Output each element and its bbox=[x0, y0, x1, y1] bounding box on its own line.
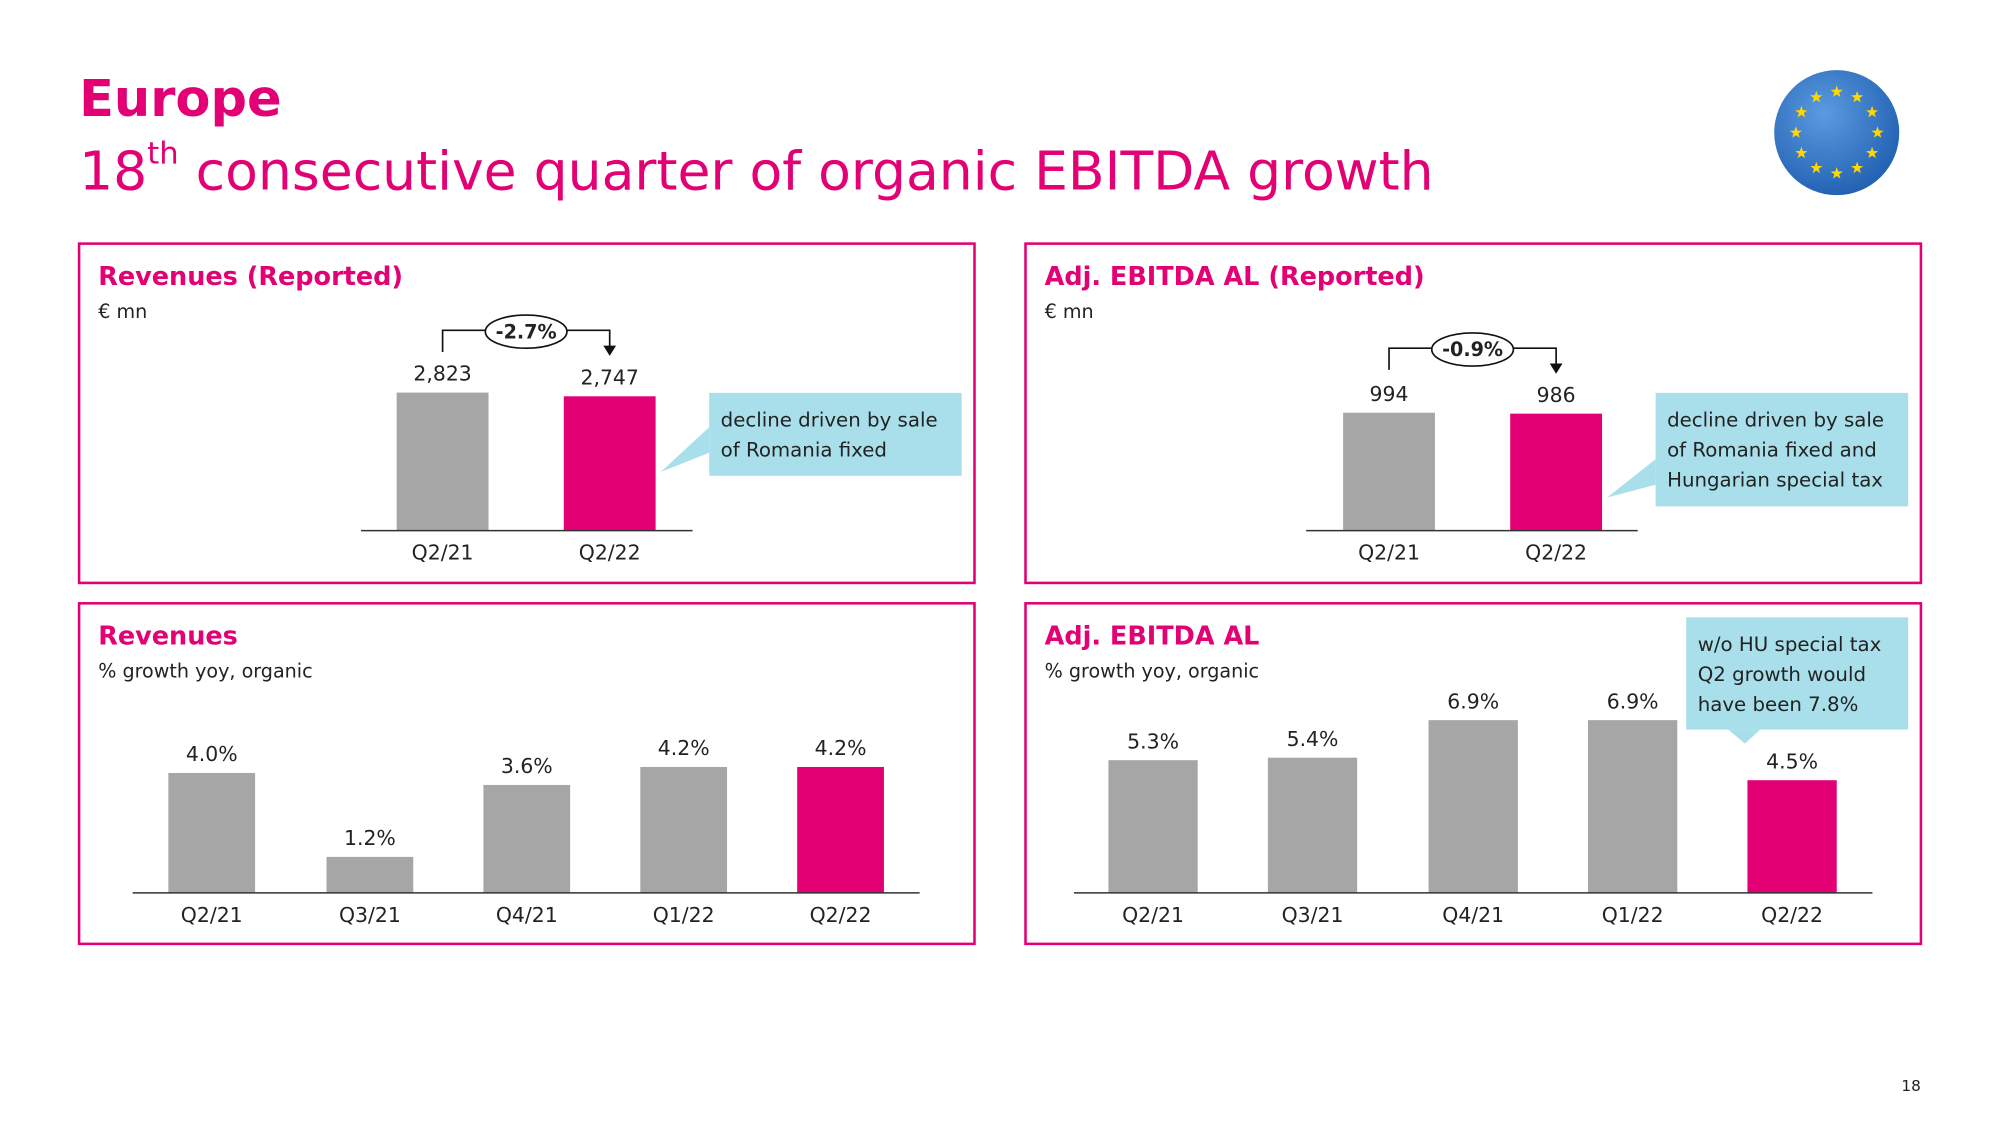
value-label: 5.3% bbox=[1127, 729, 1179, 753]
flag-star bbox=[1810, 90, 1823, 103]
value-label: 4.2% bbox=[658, 736, 710, 760]
value-label: 6.9% bbox=[1607, 689, 1659, 713]
change-arrow bbox=[603, 345, 617, 356]
bar bbox=[396, 392, 489, 531]
bar bbox=[168, 772, 256, 893]
eu-flag bbox=[1774, 70, 1900, 196]
x-tick-label: Q2/21 bbox=[412, 541, 474, 565]
x-tick-label: Q2/22 bbox=[1525, 541, 1587, 565]
flag-star bbox=[1830, 167, 1843, 179]
value-label: 986 bbox=[1537, 383, 1576, 407]
bar bbox=[640, 766, 728, 893]
x-tick-label: Q3/21 bbox=[339, 903, 401, 927]
page-number: 18 bbox=[1901, 1077, 1920, 1095]
callout-text: decline driven by sale bbox=[1667, 408, 1884, 431]
value-label: 4.5% bbox=[1766, 749, 1818, 773]
x-tick-label: Q1/22 bbox=[653, 903, 715, 927]
callout-box bbox=[1686, 617, 1909, 730]
flag-star bbox=[1830, 85, 1843, 97]
flag-star bbox=[1871, 126, 1884, 138]
bar bbox=[1267, 757, 1358, 893]
callout-box bbox=[1655, 392, 1909, 507]
callout-text: of Romania fixed and bbox=[1667, 438, 1877, 461]
value-label: 3.6% bbox=[501, 754, 553, 778]
flag-star bbox=[1810, 161, 1823, 174]
bar bbox=[1510, 413, 1603, 531]
change-arrow bbox=[1549, 363, 1563, 374]
chart-subtitle: € mn bbox=[98, 300, 147, 323]
callout-box bbox=[709, 392, 962, 476]
callout-pointer bbox=[1728, 729, 1761, 744]
flag-star bbox=[1851, 161, 1864, 174]
x-tick-label: Q2/21 bbox=[1122, 903, 1184, 927]
x-tick-label: Q4/21 bbox=[496, 903, 558, 927]
value-label: 2,747 bbox=[581, 365, 639, 389]
change-label: -2.7% bbox=[496, 320, 557, 343]
x-tick-label: Q3/21 bbox=[1282, 903, 1344, 927]
value-label: 4.0% bbox=[186, 742, 238, 766]
change-bubble bbox=[484, 314, 568, 350]
callout-text: Hungarian special tax bbox=[1667, 468, 1883, 491]
flag-star bbox=[1795, 105, 1808, 118]
flag-circle bbox=[1774, 70, 1900, 196]
x-tick-label: Q1/22 bbox=[1602, 903, 1664, 927]
bar bbox=[1343, 412, 1435, 531]
bar bbox=[797, 766, 884, 893]
callout-text: Q2 growth would bbox=[1698, 663, 1866, 686]
value-label: 994 bbox=[1370, 382, 1409, 406]
bar bbox=[1428, 720, 1518, 893]
x-tick-label: Q4/21 bbox=[1442, 903, 1504, 927]
page-title: Europe bbox=[79, 70, 282, 129]
change-label: -0.9% bbox=[1442, 338, 1503, 361]
bar bbox=[483, 784, 571, 893]
callout-text: w/o HU special tax bbox=[1698, 633, 1882, 656]
panel-border bbox=[77, 242, 976, 585]
x-tick-label: Q2/22 bbox=[1761, 903, 1823, 927]
bar bbox=[1747, 780, 1837, 893]
chart-subtitle: € mn bbox=[1045, 300, 1094, 323]
callout-text: decline driven by sale bbox=[721, 408, 938, 431]
panel-border bbox=[77, 602, 976, 946]
flag-star bbox=[1795, 146, 1808, 159]
value-label: 2,823 bbox=[413, 362, 471, 386]
bar bbox=[326, 856, 414, 893]
callout-pointer bbox=[1607, 459, 1656, 498]
chart-title: Revenues (Reported) bbox=[98, 262, 403, 292]
value-label: 4.2% bbox=[815, 736, 867, 760]
chart-subtitle: % growth yoy, organic bbox=[1045, 660, 1259, 683]
subtitle-number: 18 bbox=[79, 139, 147, 202]
callout-text: of Romania fixed bbox=[721, 438, 887, 461]
value-label: 5.4% bbox=[1287, 727, 1339, 751]
panel-border bbox=[1024, 602, 1923, 946]
callout-text: have been 7.8% bbox=[1698, 693, 1859, 716]
bar bbox=[563, 396, 656, 531]
bar bbox=[1588, 720, 1678, 893]
page-subtitle: 18th consecutive quarter of organic EBIT… bbox=[79, 136, 1433, 203]
subtitle-superscript: th bbox=[147, 136, 178, 171]
panel-border bbox=[1024, 242, 1923, 585]
flag-star bbox=[1866, 105, 1879, 118]
flag-star bbox=[1789, 126, 1803, 138]
value-label: 1.2% bbox=[344, 826, 396, 850]
chart-title: Revenues bbox=[98, 622, 238, 652]
chart-title: Adj. EBITDA AL (Reported) bbox=[1045, 262, 1425, 292]
x-tick-label: Q2/21 bbox=[181, 903, 243, 927]
bar bbox=[1108, 760, 1198, 893]
x-tick-label: Q2/22 bbox=[579, 541, 641, 565]
flag-star bbox=[1851, 90, 1864, 103]
x-tick-label: Q2/22 bbox=[810, 903, 872, 927]
callout-pointer bbox=[660, 427, 710, 472]
flag-star bbox=[1866, 146, 1879, 159]
chart-title: Adj. EBITDA AL bbox=[1045, 622, 1260, 652]
value-label: 6.9% bbox=[1447, 689, 1499, 713]
change-bubble bbox=[1430, 332, 1515, 367]
x-tick-label: Q2/21 bbox=[1358, 541, 1420, 565]
chart-subtitle: % growth yoy, organic bbox=[98, 660, 312, 683]
subtitle-rest: consecutive quarter of organic EBITDA gr… bbox=[179, 139, 1434, 202]
